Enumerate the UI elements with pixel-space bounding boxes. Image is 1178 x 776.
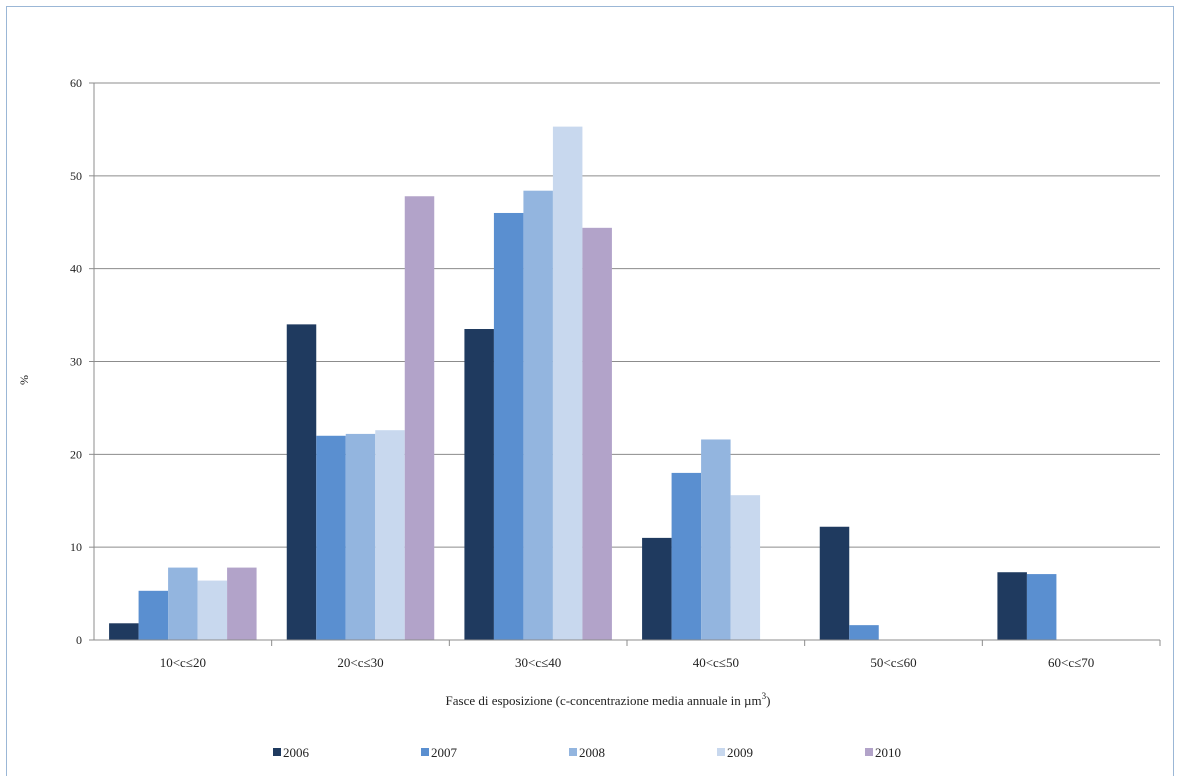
x-axis-ticks: 10<c≤20 20<c≤30 30<c≤40 40<c≤50 50<c≤60 60<c≤…: [160, 640, 1161, 670]
y-tick-label: 30: [70, 355, 82, 369]
bar-2008-3: [701, 439, 731, 640]
legend-swatch-2006: [273, 748, 281, 756]
bar-2007-0: [138, 590, 169, 640]
legend-swatch-2008: [569, 748, 577, 756]
chart-frame: [6, 6, 1174, 776]
bar-2010-2: [582, 227, 612, 640]
bar-2007-3: [671, 472, 702, 640]
x-tick-label: 10<c≤20: [160, 655, 206, 670]
x-tick-label: 50<c≤60: [870, 655, 916, 670]
bar-2007-5: [1026, 574, 1057, 640]
bar-2007-1: [316, 435, 346, 640]
bar-2009-1: [375, 430, 405, 640]
legend-swatch-2009: [717, 748, 725, 756]
legend-label-2006: 2006: [283, 745, 310, 760]
y-tick-label: 50: [70, 169, 82, 183]
legend-label-2009: 2009: [727, 745, 753, 760]
bars: [109, 126, 1057, 641]
y-tick-label: 10: [70, 540, 82, 554]
bar-2008-2: [523, 190, 553, 641]
y-tick-label: 0: [76, 633, 82, 647]
bar-2006-2: [464, 329, 494, 640]
legend-swatch-2010: [865, 748, 873, 756]
y-axis-ticks: 0 10 20 30 40 50 60: [70, 76, 94, 647]
legend-label-2007: 2007: [431, 745, 458, 760]
x-tick-label: 60<c≤70: [1048, 655, 1094, 670]
bar-2006-4: [819, 526, 850, 640]
y-axis-label: %: [17, 375, 31, 385]
y-tick-label: 20: [70, 447, 82, 461]
x-tick-label: 20<c≤30: [337, 655, 383, 670]
bar-2008-0: [168, 567, 198, 640]
x-axis-label-text: Fasce di esposizione (c-concentrazione m…: [446, 693, 762, 708]
x-axis-label: Fasce di esposizione (c-concentrazione m…: [446, 691, 771, 708]
bar-2006-5: [997, 572, 1027, 640]
bar-2006-0: [109, 623, 139, 640]
bar-2010-0: [227, 567, 257, 640]
bar-2007-4: [849, 625, 879, 640]
bar-2009-0: [197, 580, 228, 640]
x-axis-label-close: ): [766, 693, 770, 708]
bar-2009-3: [730, 495, 761, 640]
x-axis-label-superscript: 3: [762, 691, 767, 701]
legend-label-2010: 2010: [875, 745, 901, 760]
x-tick-label: 30<c≤40: [515, 655, 561, 670]
bar-2008-1: [345, 433, 376, 640]
bar-2006-1: [286, 324, 317, 640]
y-tick-label: 40: [70, 262, 82, 276]
legend-swatch-2007: [421, 748, 429, 756]
x-tick-label: 40<c≤50: [693, 655, 739, 670]
gridlines: [94, 82, 1160, 641]
y-tick-label: 60: [70, 76, 82, 90]
legend: 2006 2007 2008 2009 2010: [273, 745, 901, 760]
legend-label-2008: 2008: [579, 745, 605, 760]
bar-2007-2: [493, 212, 524, 640]
bar-2009-2: [552, 126, 583, 641]
bar-2010-1: [404, 196, 435, 641]
bar-2006-3: [642, 537, 672, 640]
